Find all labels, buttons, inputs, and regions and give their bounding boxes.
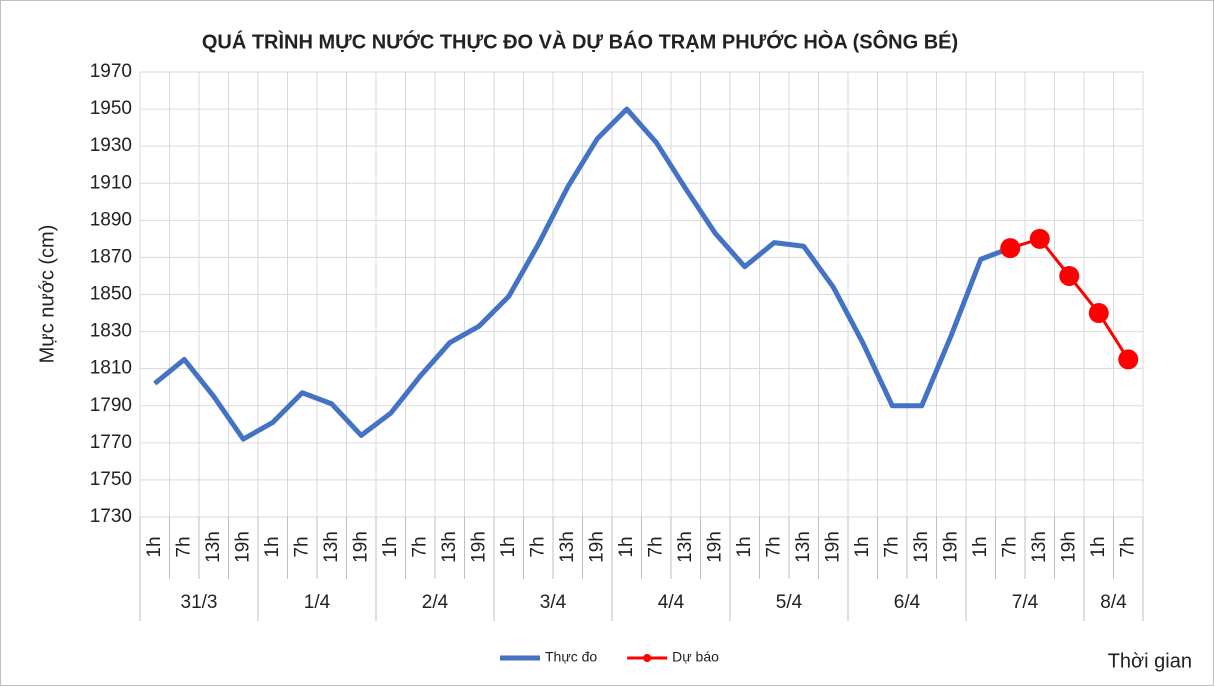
x-tick-label: 7h xyxy=(999,536,1020,557)
y-tick-label: 1870 xyxy=(90,246,132,267)
series-line xyxy=(153,106,1012,442)
y-tick-label: 1930 xyxy=(90,135,132,156)
x-tick-label: 1h xyxy=(144,536,165,557)
x-tick-label: 1h xyxy=(970,536,991,557)
y-tick-label: 1910 xyxy=(90,172,132,193)
x-tick-label: 1h xyxy=(852,536,873,557)
x-group-label: 3/4 xyxy=(540,592,567,613)
y-tick-label: 1970 xyxy=(90,61,132,82)
x-tick-label: 7h xyxy=(881,536,902,557)
x-tick-label: 13h xyxy=(675,531,696,563)
series-marker xyxy=(1118,349,1139,370)
x-tick-label: 1h xyxy=(1088,536,1109,557)
x-tick-label: 7h xyxy=(527,536,548,557)
x-tick-label: 7h xyxy=(645,536,666,557)
x-group-label: 7/4 xyxy=(1012,592,1039,613)
x-tick-label: 19h xyxy=(468,531,489,563)
x-group-label: 4/4 xyxy=(658,592,685,613)
x-tick-label: 13h xyxy=(439,531,460,563)
series-marker xyxy=(1088,303,1109,324)
x-tick-label: 19h xyxy=(704,531,725,563)
legend-marker xyxy=(643,654,652,662)
x-group-label: 6/4 xyxy=(894,592,921,613)
x-tick-label: 7h xyxy=(291,536,312,557)
y-tick-label: 1890 xyxy=(90,209,132,230)
x-tick-label: 19h xyxy=(350,531,371,563)
x-tick-label: 19h xyxy=(822,531,843,563)
series-marker xyxy=(1000,238,1021,259)
x-tick-label: 1h xyxy=(498,536,519,557)
x-tick-label: 13h xyxy=(1029,531,1050,563)
x-tick-label: 13h xyxy=(321,531,342,563)
x-tick-label: 19h xyxy=(1058,531,1079,563)
series-marker xyxy=(1029,228,1050,249)
x-tick-label: 19h xyxy=(232,531,253,563)
x-tick-label: 13h xyxy=(557,531,578,563)
legend-label: Dự báo xyxy=(672,649,719,665)
x-group-label: 5/4 xyxy=(776,592,803,613)
x-tick-label: 1h xyxy=(380,536,401,557)
x-tick-label: 1h xyxy=(734,536,755,557)
y-tick-label: 1790 xyxy=(90,395,132,416)
chart-title: QUÁ TRÌNH MỰC NƯỚC THỰC ĐO VÀ DỰ BÁO TRẠ… xyxy=(202,29,958,53)
y-tick-label: 1850 xyxy=(90,284,132,305)
x-tick-label: 13h xyxy=(911,531,932,563)
x-group-label: 8/4 xyxy=(1100,592,1127,613)
y-tick-label: 1950 xyxy=(90,98,132,119)
x-group-label: 1/4 xyxy=(304,592,331,613)
x-tick-label: 7h xyxy=(173,536,194,557)
x-tick-label: 13h xyxy=(793,531,814,563)
y-tick-label: 1770 xyxy=(90,432,132,453)
x-tick-label: 13h xyxy=(203,531,224,563)
legend-label: Thực đo xyxy=(545,649,597,665)
y-axis-label: Mực nước (cm) xyxy=(36,225,58,364)
y-tick-label: 1730 xyxy=(90,506,132,527)
x-tick-label: 1h xyxy=(262,536,283,557)
x-group-label: 2/4 xyxy=(422,592,449,613)
x-tick-label: 7h xyxy=(409,536,430,557)
x-tick-label: 7h xyxy=(763,536,784,557)
y-tick-label: 1810 xyxy=(90,358,132,379)
x-tick-label: 7h xyxy=(1117,536,1138,557)
x-group-label: 31/3 xyxy=(181,592,218,613)
y-tick-label: 1830 xyxy=(90,321,132,342)
series-marker xyxy=(1059,265,1080,286)
x-axis-label: Thời gian xyxy=(1108,650,1192,672)
x-tick-label: 1h xyxy=(616,536,637,557)
y-tick-label: 1750 xyxy=(90,469,132,490)
x-tick-label: 19h xyxy=(940,531,961,563)
x-tick-label: 19h xyxy=(586,531,607,563)
